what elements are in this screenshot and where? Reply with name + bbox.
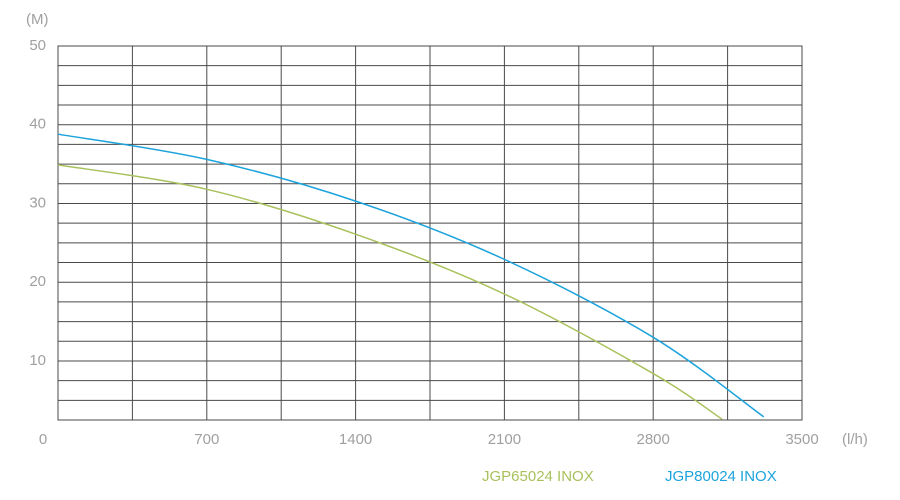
legend-entry: JGP80024 INOX [665, 468, 777, 485]
y-tick-label: 10 [29, 352, 46, 369]
y-tick-label: 30 [29, 194, 46, 211]
y-unit-label: (M) [26, 11, 49, 28]
x-tick-label: 2100 [488, 431, 521, 448]
curve [57, 164, 723, 420]
curve [57, 133, 765, 418]
x-unit-label: (l/h) [842, 431, 868, 448]
x-tick-label: 700 [194, 431, 219, 448]
x-tick-label: 0 [39, 431, 47, 448]
y-tick-label: 40 [29, 116, 46, 133]
x-tick-label: 1400 [339, 431, 372, 448]
y-tick-label: 50 [29, 37, 46, 54]
x-tick-label: 2800 [637, 431, 670, 448]
plot-frame [57, 45, 803, 421]
y-tick-label: 20 [29, 273, 46, 290]
x-tick-label: 3500 [785, 431, 818, 448]
legend-entry: JGP65024 INOX [482, 468, 594, 485]
